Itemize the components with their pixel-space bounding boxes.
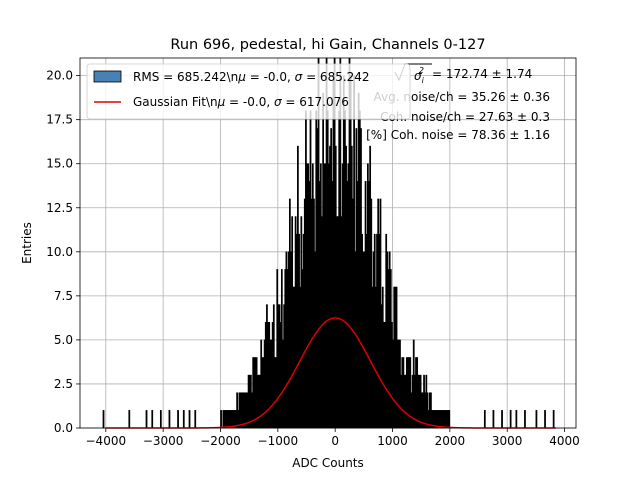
x-axis-ticks: −4000 −3000 −2000 −1000 0 1000 2000 3000 4000 bbox=[86, 428, 580, 448]
sigma-i-subscript: i bbox=[422, 76, 425, 85]
histogram-bin bbox=[128, 410, 131, 429]
legend-fit-label: Gaussian Fit\nμ = -0.0, σ = 617.076 bbox=[133, 95, 349, 109]
histogram-bin bbox=[102, 410, 105, 429]
histogram-bin bbox=[524, 410, 526, 429]
legend-fit-mid: = -0.0, bbox=[225, 95, 274, 109]
histogram-bin bbox=[509, 410, 512, 429]
x-tick-label: 4000 bbox=[549, 434, 580, 448]
y-tick-label: 17.5 bbox=[46, 113, 73, 127]
x-tick-label: −4000 bbox=[86, 434, 127, 448]
histogram-bin bbox=[168, 410, 171, 429]
legend-histogram-mid: = -0.0, bbox=[246, 70, 295, 84]
histogram-bin bbox=[177, 410, 179, 429]
y-axis-label: Entries bbox=[20, 222, 34, 264]
histogram-bin bbox=[145, 410, 148, 429]
y-tick-label: 10.0 bbox=[46, 245, 73, 259]
x-tick-label: −2000 bbox=[200, 434, 241, 448]
histogram-bin bbox=[483, 410, 486, 429]
axes-frame bbox=[79, 57, 577, 429]
legend-frame bbox=[86, 63, 411, 120]
legend: RMS = 685.242\nμ = -0.0, σ = 685.242 Gau… bbox=[86, 63, 411, 120]
histogram-bin bbox=[492, 410, 495, 429]
histogram-bin bbox=[194, 410, 197, 429]
x-axis-label: ADC Counts bbox=[292, 456, 364, 470]
fit-annotations: σi2 = 172.74 ± 1.74 Avg. noise/ch = 35.2… bbox=[366, 63, 550, 142]
coherent-noise-percent: [%] Coh. noise = 78.36 ± 1.16 bbox=[366, 128, 550, 142]
y-tick-label: 12.5 bbox=[46, 201, 73, 215]
histogram-bin bbox=[151, 410, 154, 429]
legend-fit-suffix: = 617.076 bbox=[282, 95, 349, 109]
histogram-bin bbox=[552, 410, 555, 429]
y-tick-label: 7.5 bbox=[54, 289, 73, 303]
x-tick-label: 0 bbox=[331, 434, 339, 448]
avg-noise-per-channel: Avg. noise/ch = 35.26 ± 0.36 bbox=[374, 90, 550, 104]
histogram-bin bbox=[501, 410, 503, 429]
legend-histogram-suffix: = 685.242 bbox=[302, 70, 369, 84]
x-tick-label: −3000 bbox=[143, 434, 184, 448]
histogram-bin bbox=[448, 410, 451, 429]
y-tick-label: 20.0 bbox=[46, 69, 73, 83]
coherent-noise-per-channel: Coh. noise/ch = 27.63 ± 0.3 bbox=[380, 110, 550, 124]
legend-histogram-prefix: RMS = 685.242\n bbox=[133, 70, 238, 84]
legend-histogram-mu: μ bbox=[237, 70, 246, 84]
legend-histogram-label: RMS = 685.242\nμ = -0.0, σ = 685.242 bbox=[133, 70, 370, 84]
histogram-bin bbox=[220, 410, 222, 429]
x-tick-label: 2000 bbox=[435, 434, 466, 448]
y-tick-label: 2.5 bbox=[54, 377, 73, 391]
legend-histogram-swatch bbox=[93, 70, 122, 83]
y-tick-label: 5.0 bbox=[54, 333, 73, 347]
y-tick-label: 15.0 bbox=[46, 157, 73, 171]
histogram-bars bbox=[102, 57, 555, 429]
legend-histogram-sigma: σ bbox=[295, 70, 303, 84]
legend-fit-sigma: σ bbox=[274, 95, 282, 109]
legend-fit-mu: μ bbox=[217, 95, 226, 109]
histogram-bin bbox=[515, 410, 518, 429]
sigma-i-superscript: 2 bbox=[419, 66, 424, 75]
x-tick-label: 3000 bbox=[492, 434, 523, 448]
y-axis-ticks: 0.0 2.5 5.0 7.5 10.0 12.5 15.0 17.5 20.0 bbox=[46, 69, 80, 435]
sigma-i-symbol: σ bbox=[414, 69, 422, 83]
x-tick-label: −1000 bbox=[258, 434, 299, 448]
histogram-bin bbox=[159, 410, 162, 429]
histogram-bin bbox=[535, 410, 538, 429]
chart-title: Run 696, pedestal, hi Gain, Channels 0-1… bbox=[170, 37, 485, 53]
total-noise-value: = 172.74 ± 1.74 bbox=[432, 67, 532, 81]
histogram-bin bbox=[544, 410, 546, 429]
sigma-i-squared-label: σi2 bbox=[414, 66, 425, 85]
histogram-bin bbox=[188, 410, 191, 429]
y-tick-label: 0.0 bbox=[54, 421, 73, 435]
x-tick-label: 1000 bbox=[377, 434, 408, 448]
histogram-bin bbox=[182, 410, 185, 429]
legend-fit-prefix: Gaussian Fit\n bbox=[133, 95, 218, 109]
